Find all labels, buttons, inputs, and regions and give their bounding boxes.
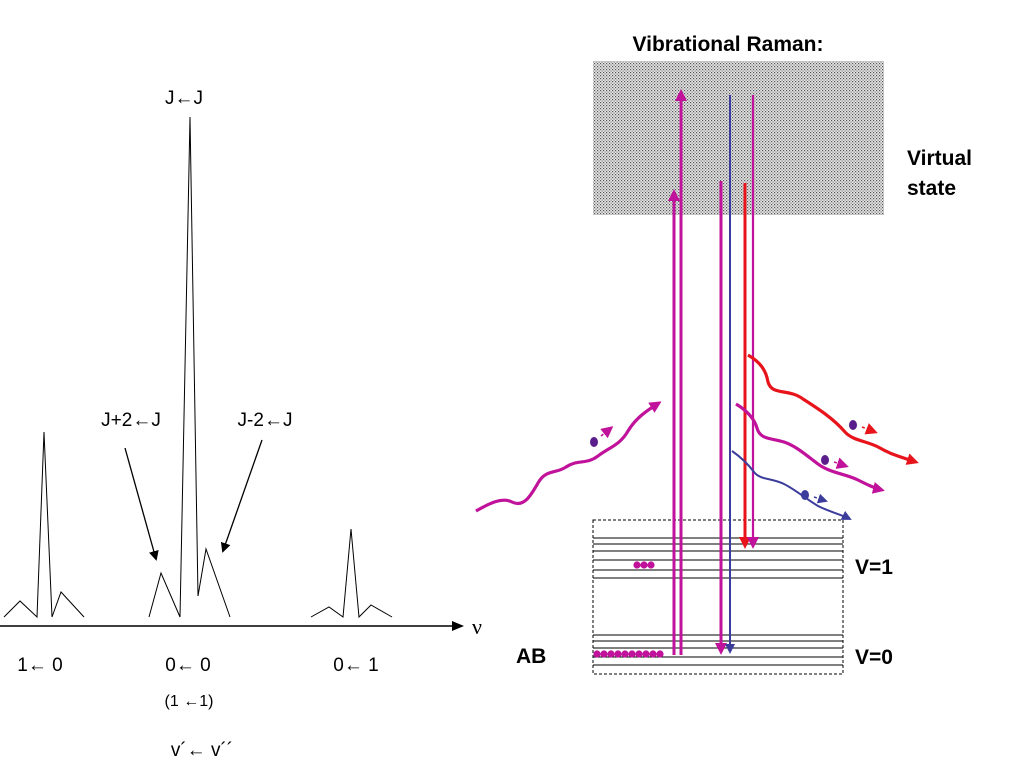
pointer-arrow-left xyxy=(124,447,159,561)
band-label-0-1: 0← 1 xyxy=(333,655,378,676)
energy-level-box xyxy=(592,519,844,675)
band-sub-label-1-1: (1 ←1) xyxy=(165,693,214,710)
axis-arrowhead xyxy=(452,621,464,631)
raman-diagram: Vibrational Raman: Virtual state V=1 V=0… xyxy=(475,33,972,675)
v0-rotational-levels xyxy=(593,634,843,666)
band-label-1-0: 1← 0 xyxy=(17,655,62,676)
incident-photon-particle xyxy=(590,426,614,447)
scattered-photon-magenta xyxy=(735,402,885,494)
level-label-v1: V=1 xyxy=(855,556,893,579)
scattered-photon-blue xyxy=(731,450,852,520)
diagram-title: Vibrational Raman: xyxy=(633,33,824,56)
virtual-state-label-2: state xyxy=(907,177,956,200)
virtual-state-label-1: Virtual xyxy=(907,147,972,170)
transition-notation: v´← v´´ xyxy=(171,740,233,761)
population-v1 xyxy=(633,561,655,569)
axis-nu-label: ν xyxy=(472,614,482,639)
spectrum-panel: ν J←J J+2←J J-2←J 1← 0 0← 0 0← 1 (1 ←1) … xyxy=(0,88,482,761)
band-right-profile xyxy=(310,528,393,619)
side-label-j-minus-2: J-2←J xyxy=(238,410,293,431)
molecule-label-ab: AB xyxy=(516,645,546,668)
scattered-particle-blue xyxy=(801,490,828,504)
v1-rotational-levels xyxy=(593,537,843,579)
virtual-state-box xyxy=(593,61,884,215)
incident-photon-wave xyxy=(475,401,662,513)
band-label-0-0: 0← 0 xyxy=(165,655,210,676)
population-v0 xyxy=(593,650,664,658)
band-center-profile xyxy=(148,116,231,618)
pointer-arrow-right xyxy=(220,439,263,553)
scattered-particle-magenta xyxy=(821,455,849,469)
peak-label-j-j: J←J xyxy=(165,88,203,109)
scattered-particle-red xyxy=(849,420,878,435)
band-left-profile xyxy=(3,431,85,619)
side-label-j-plus-2: J+2←J xyxy=(101,410,161,431)
scattered-photon-red xyxy=(747,353,919,465)
level-label-v0: V=0 xyxy=(855,646,893,669)
